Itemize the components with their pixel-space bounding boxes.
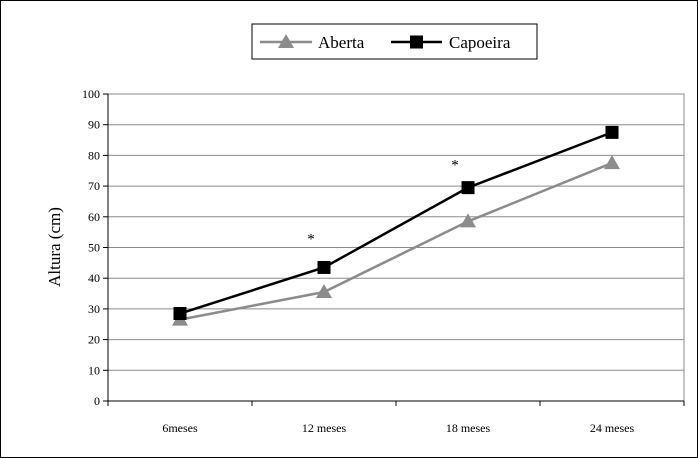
legend-item: Aberta <box>260 33 365 52</box>
y-axis-title: Altura (cm) <box>45 207 64 287</box>
legend-marker <box>410 35 423 49</box>
y-tick-label: 10 <box>88 363 100 377</box>
y-tick-label: 0 <box>94 394 100 408</box>
x-tick-label: 6meses <box>162 421 198 435</box>
y-tick-label: 100 <box>82 87 100 101</box>
series-layer <box>172 125 620 326</box>
y-tick-label: 90 <box>88 118 100 132</box>
data-point <box>173 307 187 321</box>
series-line <box>179 131 613 315</box>
y-tick-label: 60 <box>88 210 100 224</box>
legend-marker <box>278 34 294 48</box>
annotation-asterisk: * <box>307 231 315 247</box>
data-point <box>461 181 475 195</box>
annotation-asterisk: * <box>451 158 459 174</box>
series-capoeira <box>173 125 619 321</box>
data-point <box>605 125 619 139</box>
x-axis: 6meses 12 meses 18 meses 24 meses <box>107 400 685 435</box>
annotations: ** <box>307 158 459 248</box>
x-tick-label: 18 meses <box>446 421 491 435</box>
x-tick-label: 12 meses <box>302 421 347 435</box>
x-tick-label: 24 meses <box>590 421 635 435</box>
data-point <box>317 260 331 274</box>
y-tick-label: 50 <box>88 241 100 255</box>
gridlines <box>108 124 684 371</box>
data-point <box>316 284 332 299</box>
y-tick-label: 80 <box>88 148 100 162</box>
legend-item: Capoeira <box>391 33 511 52</box>
y-axis: 0 10 20 30 40 50 60 70 80 90 100 <box>82 87 109 408</box>
data-point <box>460 213 476 228</box>
data-point <box>604 155 620 170</box>
y-tick-label: 20 <box>88 333 100 347</box>
y-tick-label: 40 <box>88 271 100 285</box>
legend-label: Aberta <box>318 33 365 52</box>
y-tick-label: 70 <box>88 179 100 193</box>
legend: Aberta Capoeira <box>251 23 538 60</box>
y-tick-label: 30 <box>88 302 100 316</box>
legend-label: Capoeira <box>449 33 511 52</box>
series-line <box>179 161 613 321</box>
